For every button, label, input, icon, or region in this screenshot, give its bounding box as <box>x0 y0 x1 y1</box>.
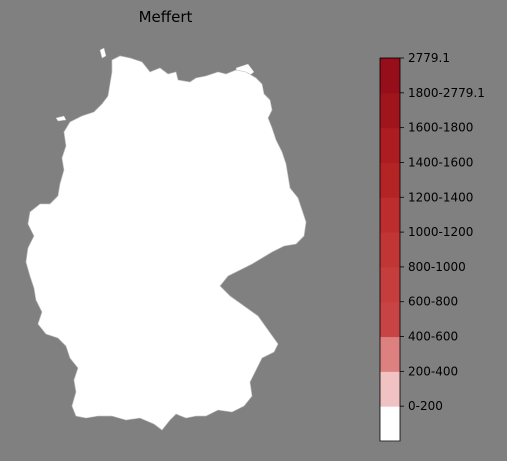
colorbar-bins <box>380 58 400 442</box>
colorbar-bin <box>380 266 400 303</box>
colorbar-bin <box>380 336 400 372</box>
colorbar-tick-label: 0-200 <box>408 399 443 413</box>
colorbar-tick-label: 800-1000 <box>408 260 466 274</box>
colorbar-tick-label: 1800-2779.1 <box>408 86 485 100</box>
map-title: Meffert <box>138 8 193 26</box>
colorbar-tick-label: 200-400 <box>408 364 458 378</box>
colorbar-ticks: 2779.1 1800-2779.1 1600-1800 1400-1600 1200-… <box>400 51 485 413</box>
colorbar-tick-label: 2779.1 <box>408 51 450 65</box>
colorbar-tick-label: 1600-1800 <box>408 121 473 135</box>
colorbar-tick-label: 1000-1200 <box>408 225 473 239</box>
colorbar-bin <box>380 127 400 163</box>
colorbar-bin <box>380 371 400 407</box>
colorbar-tick-label: 600-800 <box>408 295 458 309</box>
colorbar-bin <box>380 162 400 198</box>
colorbar-bin <box>380 58 400 94</box>
colorbar-frame <box>379 57 401 442</box>
north-sea-island <box>99 47 107 59</box>
colorbar-bin <box>380 301 400 338</box>
colorbar-bin <box>380 92 400 129</box>
colorbar-tick-label: 400-600 <box>408 330 458 344</box>
colorbar-bin <box>380 232 400 268</box>
colorbar-tick-label: 1200-1400 <box>408 190 473 204</box>
colorbar-bin <box>380 197 400 233</box>
colorbar-bin <box>380 406 400 442</box>
north-sea-island <box>55 115 67 122</box>
colorbar-tick-label: 1400-1600 <box>408 155 473 169</box>
